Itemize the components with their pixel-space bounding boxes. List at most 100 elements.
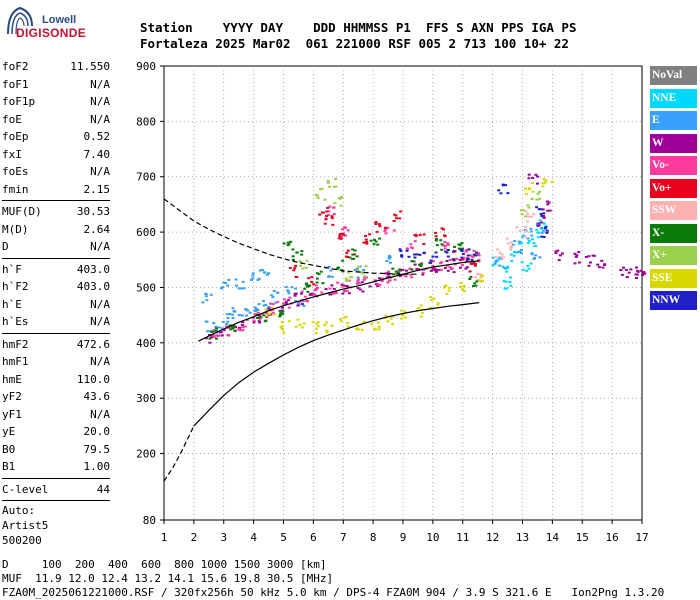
data-point-w: [624, 268, 628, 271]
parameter-row: h`F 403.0: [2, 261, 110, 279]
data-point-vo-: [383, 226, 387, 229]
data-point-ssw: [515, 226, 519, 229]
data-point-vo-: [376, 283, 380, 286]
data-point-ssw: [530, 215, 533, 218]
data-point-e: [271, 296, 275, 299]
header-values-line: Fortaleza 2025 Mar02 061 221000 RSF 005 …: [140, 36, 569, 51]
data-point-x-: [305, 283, 309, 286]
data-point-vo-: [431, 260, 435, 263]
data-point-x-: [348, 256, 352, 259]
data-point-x-: [317, 273, 321, 276]
parameter-value: 7.40: [83, 147, 111, 161]
data-point-e: [255, 308, 258, 310]
parameter-row: foF1 N/A: [2, 76, 110, 94]
data-point-sse: [544, 179, 548, 182]
data-point-vo-: [446, 243, 450, 246]
data-point-vo-: [287, 306, 291, 309]
data-point-x-: [326, 181, 330, 184]
data-point-sse: [542, 178, 546, 181]
data-point-x-: [347, 271, 351, 274]
data-point-x-: [304, 282, 308, 285]
data-point-vo-: [377, 223, 381, 226]
data-point-nnw: [501, 184, 505, 187]
data-point-w: [360, 281, 364, 284]
parameter-row: h`F2 403.0: [2, 278, 110, 296]
data-point-vo-: [345, 251, 349, 254]
data-point-nnw: [540, 214, 544, 217]
data-point-x-: [398, 268, 402, 271]
data-point-vo-: [443, 241, 447, 243]
data-point-sse: [280, 328, 284, 330]
data-point-w: [642, 271, 646, 274]
data-point-w: [573, 252, 577, 255]
data-point-vo-: [387, 270, 391, 273]
data-point-vo-: [418, 233, 422, 236]
data-point-sse: [301, 326, 304, 329]
data-point-sse: [525, 192, 528, 195]
data-point-vo-: [341, 232, 345, 235]
data-point-vo-: [471, 256, 475, 259]
legend-item-x-: X+: [650, 246, 697, 265]
parameter-row: MUF(D) 30.53: [2, 203, 110, 221]
data-point-w: [575, 254, 579, 257]
data-point-nne: [510, 260, 514, 263]
data-point-vo-: [414, 235, 418, 237]
data-point-e: [262, 304, 266, 307]
parameter-row: fxI 7.40: [2, 146, 110, 164]
x-tick-label: 3: [220, 531, 227, 544]
data-point-sse: [443, 285, 447, 288]
data-point-x-: [374, 240, 378, 243]
data-point-x-: [300, 250, 304, 253]
data-point-vo-: [292, 269, 296, 272]
data-point-vo-: [474, 263, 477, 265]
data-point-nne: [542, 222, 546, 225]
data-point-e: [226, 316, 230, 319]
data-point-nne: [526, 264, 530, 267]
data-point-nnw: [434, 251, 438, 254]
parameter-row: B1 1.00: [2, 458, 110, 476]
data-point-x-: [231, 327, 235, 330]
data-point-x-: [435, 244, 439, 247]
data-point-vo-: [281, 302, 285, 305]
data-point-nne: [527, 267, 531, 270]
data-point-nne: [513, 251, 516, 253]
data-point-w: [280, 306, 284, 309]
data-point-nnw: [544, 226, 548, 229]
data-point-w: [636, 269, 639, 272]
x-tick-label: 13: [516, 531, 529, 544]
data-point-nne: [522, 234, 526, 237]
parameter-label: foF1: [2, 77, 29, 91]
data-point-w: [641, 274, 645, 277]
data-point-w: [284, 302, 288, 305]
data-point-x-: [208, 337, 212, 340]
data-point-vo-: [410, 276, 414, 279]
parameter-value: N/A: [90, 77, 110, 91]
data-point-w: [603, 263, 607, 266]
data-point-x-: [286, 244, 290, 247]
data-point-vo-: [455, 257, 459, 260]
parameter-row: yE 20.0: [2, 423, 110, 441]
data-point-x-: [315, 281, 319, 284]
data-point-nne: [536, 231, 540, 234]
data-point-sse: [316, 325, 320, 328]
data-point-w: [573, 262, 577, 265]
data-point-x-: [410, 260, 414, 263]
data-point-vo-: [378, 284, 382, 287]
data-point-vo-: [356, 278, 360, 281]
parameter-label: foF2: [2, 60, 29, 73]
data-point-vo-: [288, 267, 292, 269]
data-point-e: [274, 301, 278, 304]
data-point-w: [591, 254, 595, 257]
data-point-nne: [526, 242, 530, 245]
data-point-nnw: [446, 255, 450, 258]
data-point-nne: [502, 280, 506, 283]
data-point-w: [241, 321, 245, 324]
data-point-e: [530, 234, 534, 237]
data-point-w: [435, 270, 438, 273]
data-point-vo-: [310, 276, 314, 279]
data-point-x-: [339, 204, 343, 207]
data-point-w: [558, 254, 562, 257]
data-point-sse: [339, 318, 343, 321]
data-point-e: [529, 230, 533, 233]
data-point-vo-: [243, 325, 247, 328]
